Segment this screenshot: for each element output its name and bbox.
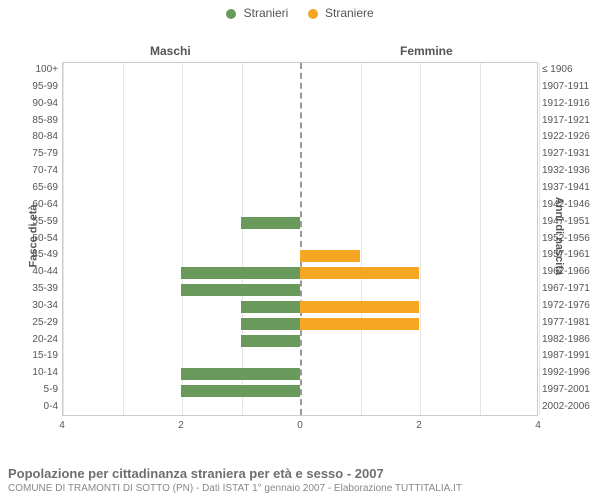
age-row xyxy=(63,198,537,215)
ytick-birth: 1937-1941 xyxy=(542,180,590,197)
ytick-age: 50-54 xyxy=(32,231,58,248)
ytick-age: 100+ xyxy=(35,62,58,79)
ytick-age: 65-69 xyxy=(32,180,58,197)
bar-female xyxy=(300,301,419,313)
bar-female xyxy=(300,250,360,262)
age-row xyxy=(63,147,537,164)
chart: Maschi Femmine Fasce di età Anni di nasc… xyxy=(0,20,600,440)
ytick-age: 75-79 xyxy=(32,146,58,163)
ytick-age: 15-19 xyxy=(32,348,58,365)
legend-male-swatch xyxy=(226,9,236,19)
age-row xyxy=(63,232,537,249)
ytick-age: 25-29 xyxy=(32,315,58,332)
ytick-birth: 1982-1986 xyxy=(542,332,590,349)
ytick-birth: 1972-1976 xyxy=(542,298,590,315)
legend: Stranieri Straniere xyxy=(0,0,600,20)
legend-male-label: Stranieri xyxy=(244,6,289,20)
ytick-age: 0-4 xyxy=(44,399,58,416)
ytick-birth: 1967-1971 xyxy=(542,281,590,298)
bar-female xyxy=(300,267,419,279)
ytick-age: 30-34 xyxy=(32,298,58,315)
age-row xyxy=(63,63,537,80)
age-row xyxy=(63,114,537,131)
ytick-age: 55-59 xyxy=(32,214,58,231)
legend-male: Stranieri xyxy=(226,6,288,20)
age-row xyxy=(63,333,537,350)
age-row xyxy=(63,349,537,366)
ytick-birth: 1947-1951 xyxy=(542,214,590,231)
ytick-birth: 1927-1931 xyxy=(542,146,590,163)
ytick-birth: 1992-1996 xyxy=(542,365,590,382)
ytick-age: 95-99 xyxy=(32,79,58,96)
ytick-birth: 1932-1936 xyxy=(542,163,590,180)
age-row xyxy=(63,248,537,265)
xtick: 2 xyxy=(178,420,184,431)
ytick-birth: 2002-2006 xyxy=(542,399,590,416)
bar-male xyxy=(241,318,301,330)
xtick: 2 xyxy=(416,420,422,431)
col-title-right: Femmine xyxy=(400,44,453,58)
bar-male xyxy=(241,301,301,313)
ytick-birth: 1952-1956 xyxy=(542,231,590,248)
age-row xyxy=(63,181,537,198)
ytick-birth: 1917-1921 xyxy=(542,113,590,130)
age-row xyxy=(63,265,537,282)
bar-male xyxy=(241,217,301,229)
ytick-age: 20-24 xyxy=(32,332,58,349)
age-row xyxy=(63,164,537,181)
ytick-birth: 1977-1981 xyxy=(542,315,590,332)
bar-male xyxy=(181,267,300,279)
ytick-age: 60-64 xyxy=(32,197,58,214)
ytick-age: 70-74 xyxy=(32,163,58,180)
ytick-birth: 1912-1916 xyxy=(542,96,590,113)
xtick: 4 xyxy=(535,420,541,431)
ytick-age: 90-94 xyxy=(32,96,58,113)
age-row xyxy=(63,366,537,383)
ytick-birth: 1997-2001 xyxy=(542,382,590,399)
age-row xyxy=(63,383,537,400)
ytick-age: 80-84 xyxy=(32,129,58,146)
ytick-age: 45-49 xyxy=(32,247,58,264)
col-title-left: Maschi xyxy=(150,44,191,58)
xtick: 0 xyxy=(297,420,303,431)
ytick-age: 35-39 xyxy=(32,281,58,298)
legend-female: Straniere xyxy=(308,6,374,20)
ytick-age: 40-44 xyxy=(32,264,58,281)
ytick-age: 5-9 xyxy=(44,382,58,399)
age-row xyxy=(63,282,537,299)
bar-male xyxy=(181,284,300,296)
gridline xyxy=(539,63,540,415)
footer: Popolazione per cittadinanza straniera p… xyxy=(8,466,592,494)
age-row xyxy=(63,215,537,232)
bar-male xyxy=(181,385,300,397)
age-row xyxy=(63,316,537,333)
legend-female-label: Straniere xyxy=(325,6,374,20)
ytick-age: 85-89 xyxy=(32,113,58,130)
ytick-birth: 1987-1991 xyxy=(542,348,590,365)
bar-male xyxy=(241,335,301,347)
age-row xyxy=(63,299,537,316)
plot-area xyxy=(62,62,538,416)
bar-female xyxy=(300,318,419,330)
xtick: 4 xyxy=(59,420,65,431)
chart-subtitle: COMUNE DI TRAMONTI DI SOTTO (PN) - Dati … xyxy=(8,483,592,494)
age-row xyxy=(63,80,537,97)
bar-male xyxy=(181,368,300,380)
chart-title: Popolazione per cittadinanza straniera p… xyxy=(8,466,592,481)
age-row xyxy=(63,400,537,417)
ytick-birth: 1962-1966 xyxy=(542,264,590,281)
ytick-birth: 1922-1926 xyxy=(542,129,590,146)
age-row xyxy=(63,130,537,147)
ytick-age: 10-14 xyxy=(32,365,58,382)
ytick-birth: ≤ 1906 xyxy=(542,62,573,79)
ytick-birth: 1907-1911 xyxy=(542,79,589,96)
ytick-birth: 1942-1946 xyxy=(542,197,590,214)
legend-female-swatch xyxy=(308,9,318,19)
age-row xyxy=(63,97,537,114)
ytick-birth: 1957-1961 xyxy=(542,247,590,264)
